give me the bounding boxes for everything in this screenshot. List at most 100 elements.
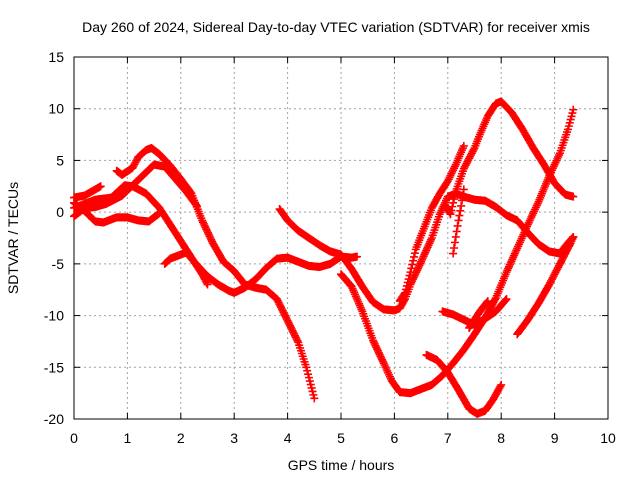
- x-tick-label: 10: [600, 430, 616, 446]
- data-point: [412, 266, 421, 275]
- data-point: [505, 260, 514, 269]
- data-point: [450, 191, 459, 200]
- data-series-4: [70, 198, 164, 227]
- data-point: [451, 232, 460, 241]
- data-point: [459, 185, 468, 194]
- data-point: [510, 249, 519, 258]
- data-point: [511, 248, 520, 257]
- data-series-1: [70, 182, 105, 202]
- data-point: [449, 198, 458, 207]
- data-point: [565, 240, 574, 249]
- data-point: [509, 253, 518, 262]
- data-point: [377, 353, 386, 362]
- data-point: [450, 164, 459, 173]
- data-point: [203, 226, 212, 235]
- data-point: [198, 216, 207, 225]
- y-axis-label: SDTVAR / TECUs: [5, 182, 21, 294]
- x-tick-label: 9: [551, 430, 559, 446]
- data-point: [203, 280, 212, 289]
- data-point: [416, 259, 425, 268]
- data-point: [482, 298, 491, 307]
- data-point: [373, 345, 382, 354]
- data-point: [420, 250, 429, 259]
- data-point: [449, 249, 458, 258]
- data-point: [443, 177, 452, 186]
- data-point: [202, 278, 211, 287]
- data-point: [450, 162, 459, 171]
- data-point: [378, 357, 387, 366]
- data-point: [503, 266, 512, 275]
- data-point: [457, 201, 466, 210]
- y-tick-label: -20: [44, 411, 64, 427]
- data-point: [424, 241, 433, 250]
- data-point: [204, 230, 213, 239]
- x-tick-label: 2: [177, 430, 185, 446]
- data-point: [448, 167, 457, 176]
- y-tick-label: -15: [44, 359, 64, 375]
- data-point: [453, 221, 462, 230]
- data-point: [454, 216, 463, 225]
- data-point: [496, 382, 505, 391]
- data-point: [458, 196, 467, 205]
- data-point: [375, 350, 384, 359]
- x-tick-label: 7: [444, 430, 452, 446]
- data-series: [70, 97, 578, 418]
- x-tick-label: 0: [70, 430, 78, 446]
- data-point: [509, 251, 518, 260]
- data-point: [506, 258, 515, 267]
- data-point: [447, 206, 456, 215]
- chart-title: Day 260 of 2024, Sidereal Day-to-day VTE…: [82, 19, 590, 35]
- data-point: [491, 295, 500, 304]
- data-point: [409, 252, 418, 261]
- data-point: [369, 336, 378, 345]
- data-point: [353, 252, 362, 261]
- data-point: [459, 141, 468, 150]
- data-point: [425, 239, 434, 248]
- data-series-3: [70, 160, 201, 221]
- data-point: [205, 232, 214, 241]
- data-point: [408, 260, 417, 269]
- data-point: [450, 195, 459, 204]
- data-point: [458, 190, 467, 199]
- data-point: [373, 346, 382, 355]
- data-point: [507, 257, 516, 266]
- data-point: [406, 268, 415, 277]
- data-point: [448, 202, 457, 211]
- x-axis-label: GPS time / hours: [288, 457, 395, 473]
- data-point: [293, 336, 302, 345]
- data-point: [422, 246, 431, 255]
- data-point: [569, 232, 578, 241]
- y-tick-label: -10: [44, 308, 64, 324]
- data-point: [444, 175, 453, 184]
- data-point: [426, 237, 435, 246]
- data-point: [198, 218, 207, 227]
- data-series-12: [449, 185, 468, 258]
- data-series-9: [395, 141, 468, 306]
- data-point: [445, 173, 454, 182]
- data-point: [400, 290, 409, 299]
- data-point: [414, 263, 423, 272]
- data-point: [409, 256, 418, 265]
- data-point: [501, 296, 510, 305]
- data-point: [456, 206, 465, 215]
- x-tick-label: 6: [391, 430, 399, 446]
- data-point: [569, 192, 578, 201]
- data-point: [497, 380, 506, 389]
- data-point: [469, 145, 478, 154]
- data-series-11: [441, 97, 578, 219]
- data-point: [200, 221, 209, 230]
- data-point: [199, 219, 208, 228]
- y-tick-label: 15: [48, 49, 64, 65]
- y-tick-label: 0: [56, 204, 64, 220]
- y-tick-label: -5: [52, 256, 65, 272]
- data-point: [423, 243, 432, 252]
- data-point: [446, 210, 455, 219]
- grid-lines: [74, 57, 608, 419]
- x-tick-label: 8: [497, 430, 505, 446]
- data-point: [202, 225, 211, 234]
- data-point: [512, 246, 521, 255]
- data-point: [502, 268, 511, 277]
- data-point: [417, 257, 426, 266]
- data-point: [310, 394, 319, 403]
